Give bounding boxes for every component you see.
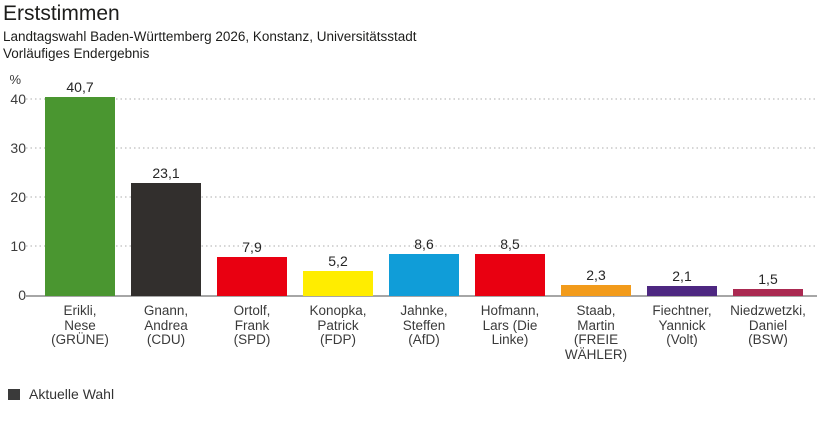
x-axis-label-volt: Fiechtner, Yannick (Volt) bbox=[652, 303, 712, 347]
x-axis-label-die-linke: Hofmann, Lars (Die Linke) bbox=[480, 303, 540, 347]
bar-cdu[interactable] bbox=[131, 182, 201, 296]
bar-column-4: 5,2 bbox=[295, 84, 381, 296]
chart-title: Erststimmen bbox=[3, 2, 120, 25]
x-axis-label-spd: Ortolf, Frank (SPD) bbox=[233, 303, 271, 347]
legend-swatch-icon bbox=[8, 388, 20, 400]
bar-value-label: 23,1 bbox=[152, 164, 180, 181]
x-axis-label-cdu: Gnann, Andrea (CDU) bbox=[143, 303, 189, 347]
y-axis-tick-40: 40 bbox=[10, 91, 26, 107]
y-axis-unit-label: % bbox=[9, 72, 21, 87]
bar-volt[interactable] bbox=[647, 285, 717, 296]
bar-value-label: 8,6 bbox=[414, 235, 434, 252]
bar-column-7: 2,3 bbox=[553, 84, 639, 296]
bar-column-8: 2,1 bbox=[639, 84, 725, 296]
bars-container: 40,7 23,1 7,9 5,2 8,6 8,5 2,3 2,1 1,5 bbox=[37, 79, 811, 296]
bar-value-label: 2,3 bbox=[586, 266, 606, 283]
bar-afd[interactable] bbox=[389, 253, 459, 296]
bar-column-9: 1,5 bbox=[725, 84, 811, 296]
gridline-40 bbox=[26, 98, 817, 100]
bar-value-label: 5,2 bbox=[328, 252, 348, 269]
bar-column-2: 23,1 bbox=[123, 84, 209, 296]
x-axis-labels: Erikli, Nese (GRÜNE) Gnann, Andrea (CDU) O… bbox=[37, 303, 811, 362]
chart-subtitle-line1: Landtagswahl Baden-Württemberg 2026, Kon… bbox=[3, 29, 417, 44]
x-axis-label-grüne: Erikli, Nese (GRÜNE) bbox=[51, 303, 109, 347]
bar-fdp[interactable] bbox=[303, 270, 373, 296]
bar-column-3: 7,9 bbox=[209, 84, 295, 296]
plot-area: 0 10 20 30 40 40,7 23,1 7,9 5,2 8,6 8,5 2,3 2,1 1,5 bbox=[0, 79, 819, 303]
x-axis-label-fdp: Konopka, Patrick (FDP) bbox=[309, 303, 367, 347]
bar-bsw[interactable] bbox=[733, 288, 803, 296]
legend-label: Aktuelle Wahl bbox=[29, 386, 115, 402]
x-axis-label-bsw: Niedzwetzki, Daniel (BSW) bbox=[730, 303, 806, 347]
bar-spd[interactable] bbox=[217, 257, 287, 296]
y-axis-tick-0: 0 bbox=[18, 287, 26, 303]
gridline-10 bbox=[26, 245, 817, 247]
bar-die-linke[interactable] bbox=[475, 254, 545, 296]
bar-column-6: 8,5 bbox=[467, 84, 553, 296]
y-axis-tick-30: 30 bbox=[10, 140, 26, 156]
gridline-30 bbox=[26, 147, 817, 149]
bar-freie-wähler[interactable] bbox=[561, 284, 631, 296]
bar-value-label: 1,5 bbox=[758, 270, 778, 287]
bar-value-label: 40,7 bbox=[66, 78, 94, 95]
legend: Aktuelle Wahl bbox=[8, 386, 114, 402]
bar-grüne[interactable] bbox=[45, 96, 115, 296]
x-axis-baseline bbox=[26, 295, 817, 297]
y-axis-tick-20: 20 bbox=[10, 189, 26, 205]
bar-value-label: 7,9 bbox=[242, 239, 262, 256]
x-axis-label-freie-wähler: Staab, Martin (FREIE WÄHLER) bbox=[564, 303, 628, 362]
bar-column-1: 40,7 bbox=[37, 79, 123, 296]
bar-value-label: 2,1 bbox=[672, 267, 692, 284]
y-axis-tick-10: 10 bbox=[10, 238, 26, 254]
x-axis-label-afd: Jahnke, Steffen (AfD) bbox=[400, 303, 448, 347]
bar-column-5: 8,6 bbox=[381, 84, 467, 296]
gridline-20 bbox=[26, 196, 817, 198]
bar-value-label: 8,5 bbox=[500, 236, 520, 253]
chart-subtitle-line2: Vorläufiges Endergebnis bbox=[3, 46, 150, 61]
